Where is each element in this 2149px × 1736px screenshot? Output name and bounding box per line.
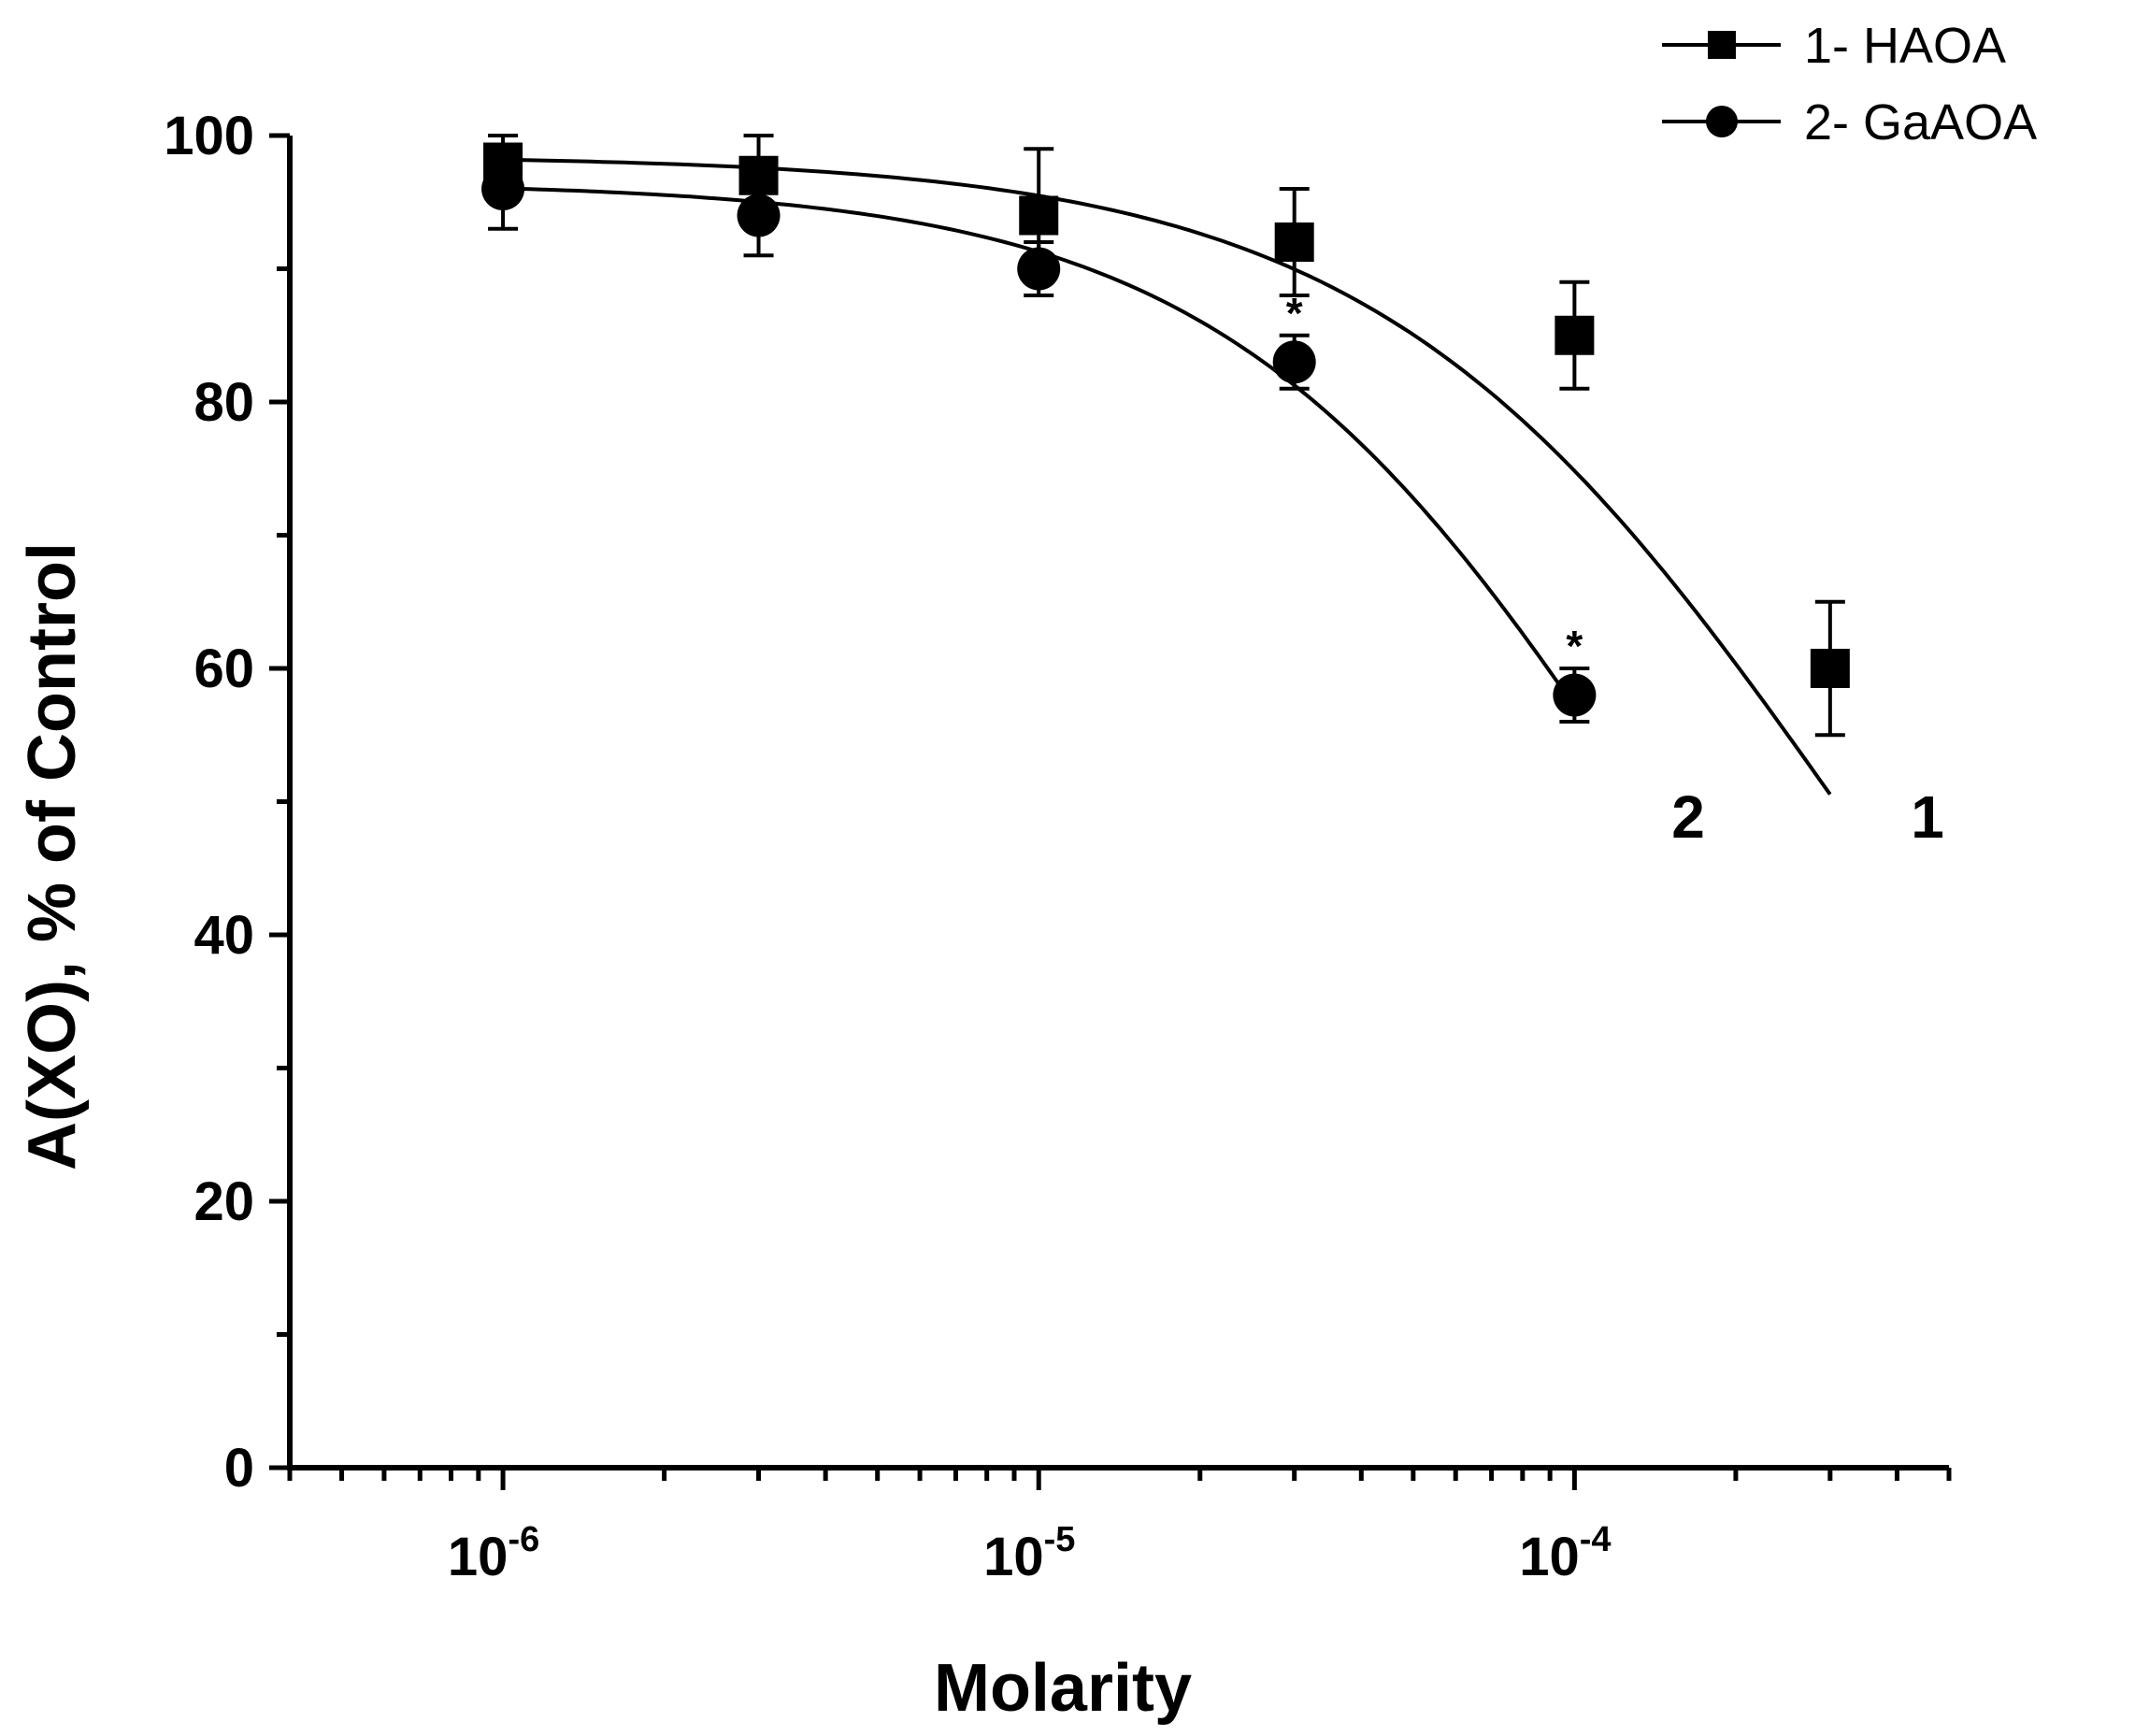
legend: 1- HAOA 2- GaAOA bbox=[1662, 18, 2037, 151]
legend-label-1: 1- HAOA bbox=[1804, 18, 2006, 74]
data-markers bbox=[481, 142, 1850, 717]
y-axis-title: A(XO), % of Control bbox=[15, 542, 90, 1170]
significance-star: * bbox=[1286, 289, 1303, 337]
x-tick-label: 10-4 bbox=[1519, 1520, 1611, 1587]
data-point-circle bbox=[737, 194, 781, 237]
y-tick-label: 40 bbox=[193, 905, 254, 966]
curve-label-2: 2 bbox=[1671, 783, 1705, 851]
data-point-circle bbox=[1017, 247, 1061, 291]
y-tick-label: 80 bbox=[193, 372, 254, 433]
data-point-circle bbox=[481, 167, 525, 210]
x-tick-label: 10-5 bbox=[983, 1520, 1075, 1587]
y-tick-label: 0 bbox=[224, 1438, 254, 1499]
curve-label-1: 1 bbox=[1911, 783, 1944, 851]
fit-curve-1 bbox=[503, 157, 1832, 796]
annotations: ** bbox=[1286, 289, 1583, 670]
y-tick-label: 60 bbox=[193, 638, 254, 699]
significance-star: * bbox=[1566, 622, 1583, 670]
data-point-square bbox=[1554, 315, 1595, 355]
fit-curves bbox=[503, 157, 1832, 796]
x-tick-label: 10-6 bbox=[448, 1520, 539, 1587]
data-point-circle bbox=[1272, 340, 1316, 384]
data-point-square bbox=[1019, 195, 1059, 236]
data-point-square bbox=[1274, 222, 1314, 262]
legend-label-2: 2- GaAOA bbox=[1804, 94, 2037, 151]
y-tick-label: 100 bbox=[164, 106, 254, 166]
data-point-circle bbox=[1553, 673, 1597, 717]
legend-marker-square bbox=[1708, 31, 1736, 59]
ticks: 0 20 40 60 80 100 10-6 10-5 10-4 bbox=[164, 106, 1952, 1587]
data-point-square bbox=[1810, 649, 1850, 688]
x-axis-title: Molarity bbox=[934, 1651, 1192, 1726]
legend-marker-circle bbox=[1706, 106, 1738, 137]
y-tick-label: 20 bbox=[193, 1171, 254, 1232]
data-point-square bbox=[738, 155, 779, 195]
